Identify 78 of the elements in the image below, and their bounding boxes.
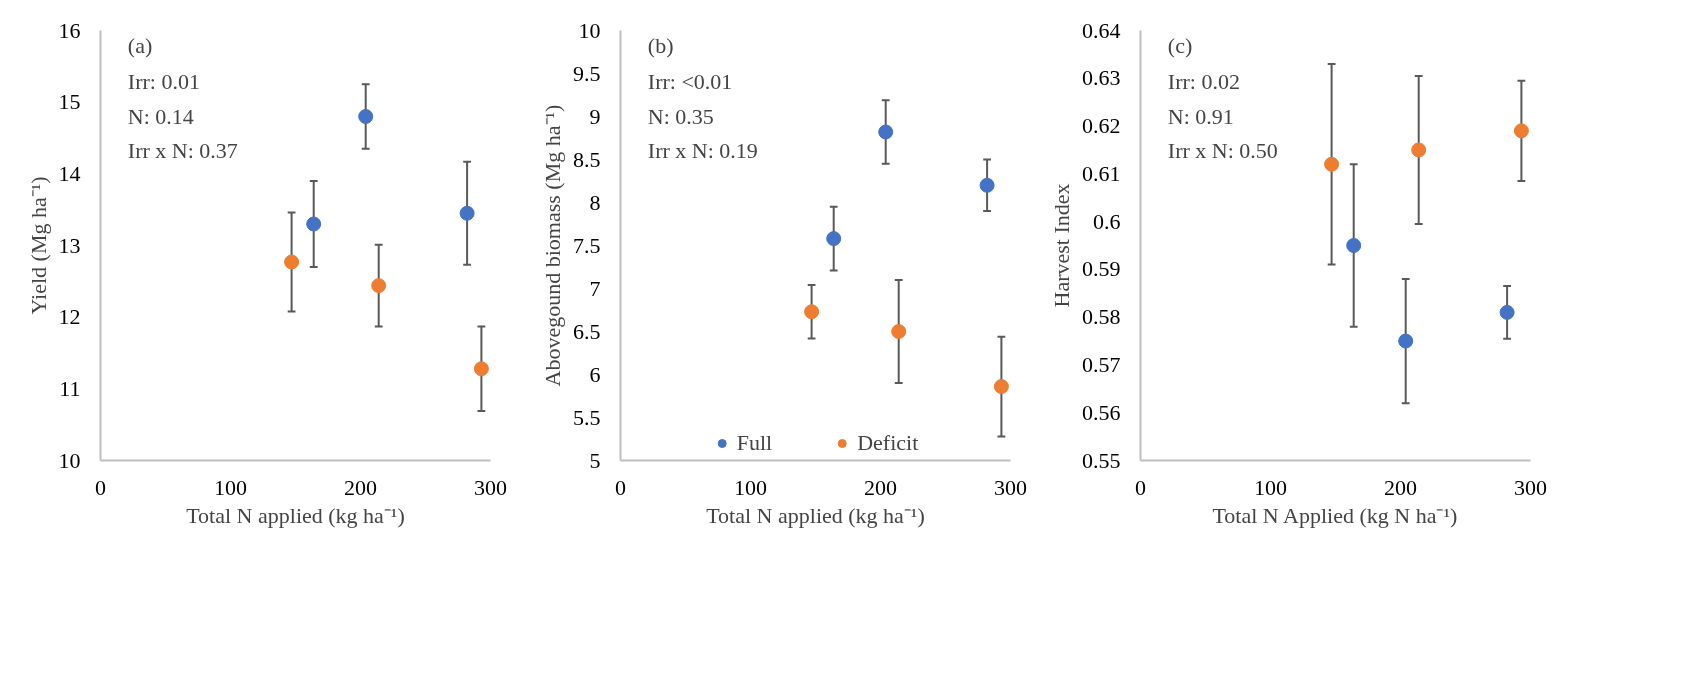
annotation: (b) (647, 32, 674, 58)
y-tick-label: 0.62 (1082, 113, 1121, 139)
y-tick-label: 14 (58, 160, 81, 186)
x-tick-label: 300 (474, 474, 507, 500)
y-tick-label: 0.58 (1082, 304, 1121, 330)
y-tick-label: 0.63 (1082, 65, 1121, 91)
y-tick-label: 9 (589, 103, 601, 129)
y-tick-label: 8.5 (573, 146, 601, 172)
x-tick-label: 100 (1254, 474, 1287, 500)
point (1411, 142, 1427, 158)
point (1398, 333, 1414, 349)
annotation: N: 0.91 (1167, 103, 1234, 129)
y-tick-label: 8 (589, 189, 601, 215)
x-tick-label: 200 (1384, 474, 1417, 500)
x-tick-label: 200 (344, 474, 377, 500)
annotation: (a) (127, 32, 153, 58)
x-tick-label: 0 (1135, 474, 1146, 500)
y-tick-label: 7 (589, 275, 601, 301)
x-axis-title: Total N Applied (kg N ha⁻¹) (1212, 502, 1458, 528)
x-tick-label: 300 (1514, 474, 1547, 500)
annotation: Irr x N: 0.50 (1167, 138, 1278, 163)
y-tick-label: 0.57 (1082, 351, 1121, 377)
point (993, 379, 1009, 395)
annotation: N: 0.14 (127, 103, 194, 129)
y-tick-label: 7.5 (573, 232, 601, 258)
point (473, 361, 489, 377)
y-tick-label: 11 (59, 375, 81, 401)
point (1346, 238, 1362, 253)
point (371, 278, 387, 294)
x-axis-title: Total N applied (kg ha⁻¹) (186, 502, 405, 528)
annotation: Irr: 0.02 (1167, 69, 1240, 95)
y-tick-label: 6 (589, 361, 601, 387)
y-tick-label: 10 (578, 17, 601, 43)
annotation: Irr x N: 0.19 (647, 138, 758, 163)
y-tick-label: 0.64 (1082, 17, 1121, 43)
annotation: Irr x N: 0.37 (127, 138, 238, 163)
point (306, 216, 322, 232)
y-tick-label: 15 (58, 89, 81, 115)
y-tick-label: 6.5 (573, 318, 601, 344)
point (1513, 123, 1529, 139)
legend-label: Full (736, 430, 773, 456)
legend-label: Deficit (857, 430, 919, 456)
annotation: Irr: <0.01 (647, 69, 733, 95)
point (284, 254, 300, 270)
y-tick-label: 5.5 (573, 404, 601, 430)
y-axis-title: Abovegound biomass (Mg ha⁻¹) (540, 104, 565, 387)
y-tick-label: 9.5 (573, 60, 601, 86)
y-tick-label: 13 (58, 232, 81, 258)
x-tick-label: 0 (95, 474, 106, 500)
x-tick-label: 100 (214, 474, 247, 500)
y-tick-label: 0.55 (1082, 447, 1121, 473)
y-tick-label: 12 (58, 304, 81, 330)
y-tick-label: 0.56 (1082, 399, 1121, 425)
y-tick-label: 0.6 (1093, 208, 1121, 234)
x-tick-label: 200 (864, 474, 897, 500)
point (804, 304, 820, 320)
point (459, 205, 475, 221)
point (1324, 156, 1340, 172)
x-tick-label: 300 (994, 474, 1027, 500)
y-tick-label: 0.59 (1082, 256, 1121, 282)
y-axis-title: Harvest Index (1049, 183, 1074, 308)
point (979, 177, 995, 193)
x-tick-label: 0 (615, 474, 626, 500)
x-axis-title: Total N applied (kg ha⁻¹) (706, 502, 925, 528)
annotation: N: 0.35 (647, 103, 714, 129)
point (1499, 304, 1515, 320)
point (891, 324, 907, 339)
y-tick-label: 0.61 (1082, 160, 1121, 186)
y-tick-label: 5 (589, 447, 601, 473)
y-tick-label: 10 (58, 447, 81, 473)
point (358, 109, 374, 124)
y-axis-title: Yield (Mg ha⁻¹) (25, 176, 51, 315)
point (878, 124, 894, 140)
annotation: Irr: 0.01 (127, 69, 200, 95)
point (826, 231, 842, 247)
y-tick-label: 16 (58, 17, 81, 43)
annotation: (c) (1167, 32, 1193, 58)
x-tick-label: 100 (734, 474, 767, 500)
